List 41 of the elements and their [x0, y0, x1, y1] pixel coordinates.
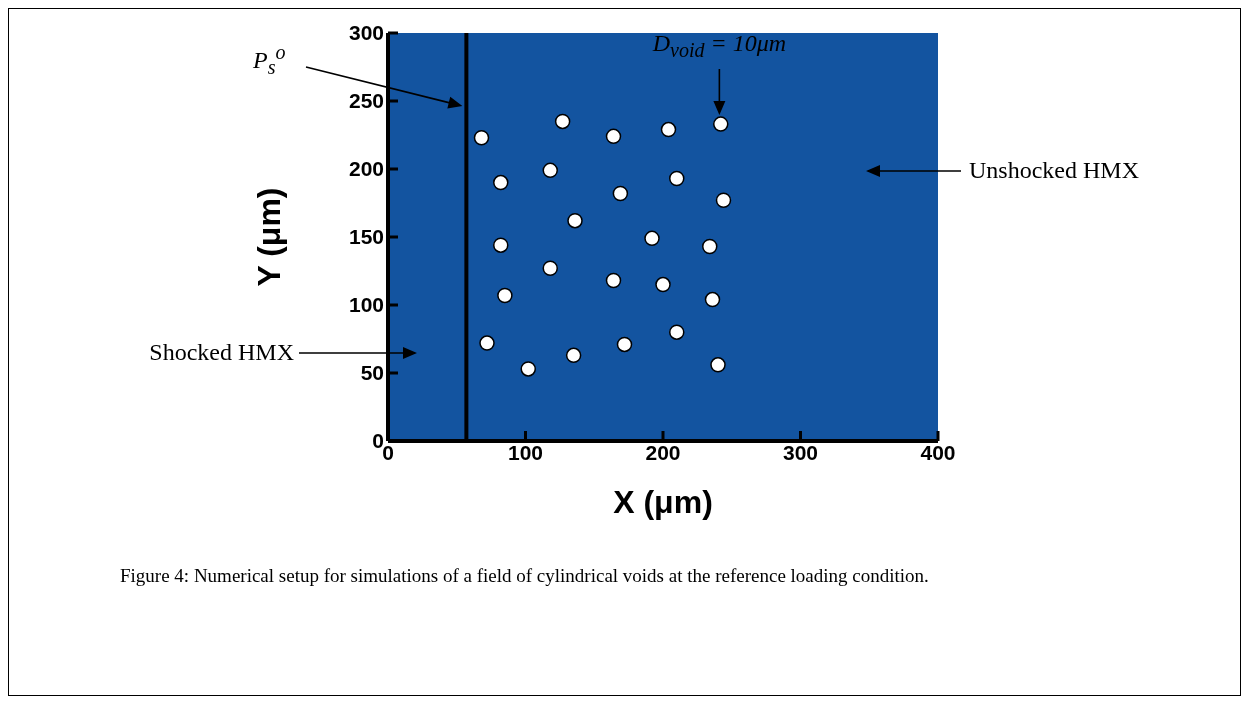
text: Unshocked HMX: [969, 157, 1139, 183]
point: [567, 212, 583, 229]
point: [644, 230, 660, 247]
x-tick-label: 100: [507, 440, 544, 464]
annotation: D$_{void}$ = 10μm: [652, 30, 787, 61]
point: [669, 324, 685, 340]
point: [565, 347, 582, 364]
x-tick-label: 200: [645, 440, 681, 464]
point: [493, 237, 509, 253]
point: [660, 121, 677, 138]
point: [473, 129, 490, 146]
point: [554, 113, 571, 130]
point: [710, 357, 726, 373]
point: [655, 276, 671, 293]
point: [497, 287, 513, 304]
y-tick-label: 150: [348, 225, 384, 249]
y-tick-label: 250: [348, 89, 384, 113]
y-tick-label: 300: [348, 21, 384, 45]
point: [605, 272, 622, 289]
point: [702, 238, 718, 255]
y-tick-label: 50: [360, 361, 384, 385]
x-tick-label: 400: [920, 440, 956, 464]
point: [542, 162, 558, 179]
caption: Figure 4: Numerical setup for simulations of a field of cylindrical voids at the reference loading condition.: [120, 565, 929, 586]
y-tick-label: 100: [348, 293, 384, 317]
x-tick-label: 300: [782, 440, 819, 464]
point: [713, 116, 729, 132]
point: [612, 185, 629, 202]
point: [520, 361, 536, 377]
y-tick-label: 200: [348, 157, 384, 181]
point: [704, 291, 721, 308]
text: Shocked HMX: [149, 339, 294, 365]
point: [715, 192, 732, 209]
point: [479, 335, 495, 351]
x-axis-title: X (μm): [613, 484, 713, 520]
point: [542, 260, 558, 277]
point: [493, 174, 509, 191]
y-axis-title: Y (μm): [251, 187, 288, 287]
point: [616, 336, 633, 353]
point: [669, 170, 685, 187]
point: [605, 128, 622, 145]
